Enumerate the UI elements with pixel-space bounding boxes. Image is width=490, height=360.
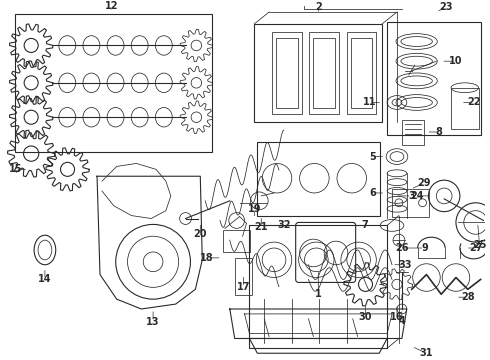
Bar: [223, 230, 250, 252]
Text: 19: 19: [247, 204, 261, 214]
Text: 9: 9: [421, 243, 428, 253]
Text: 7: 7: [361, 220, 368, 230]
Bar: [451, 88, 479, 129]
Bar: [249, 225, 387, 348]
Text: 27: 27: [469, 243, 482, 253]
Text: 12: 12: [105, 1, 119, 11]
Text: 28: 28: [461, 292, 475, 302]
Bar: [272, 32, 301, 114]
Text: 11: 11: [363, 98, 376, 108]
Text: 14: 14: [38, 274, 51, 284]
Text: 16: 16: [390, 312, 404, 322]
Bar: [235, 258, 252, 295]
Text: 24: 24: [410, 191, 423, 201]
Text: 15: 15: [9, 165, 22, 174]
Bar: [347, 32, 376, 114]
Text: 8: 8: [436, 127, 442, 137]
Text: 29: 29: [418, 178, 431, 188]
Text: 22: 22: [467, 98, 480, 108]
Text: 13: 13: [147, 317, 160, 327]
Bar: [402, 120, 423, 145]
Text: 17: 17: [237, 282, 250, 292]
Bar: [351, 37, 372, 108]
Text: 32: 32: [277, 220, 291, 230]
Text: 18: 18: [200, 253, 214, 263]
Bar: [257, 142, 380, 216]
Text: 5: 5: [369, 152, 376, 162]
Text: 23: 23: [440, 2, 453, 12]
Bar: [387, 22, 481, 135]
Text: 4: 4: [398, 316, 405, 326]
Text: 20: 20: [194, 229, 207, 239]
Text: 30: 30: [359, 312, 372, 322]
Bar: [392, 189, 429, 217]
Bar: [314, 37, 335, 108]
Bar: [276, 37, 297, 108]
Text: 21: 21: [254, 222, 268, 232]
Text: 2: 2: [315, 2, 321, 12]
Bar: [15, 14, 212, 152]
Bar: [310, 32, 339, 114]
Text: 33: 33: [398, 260, 412, 270]
Bar: [254, 24, 382, 122]
Text: 3: 3: [408, 191, 415, 201]
Text: 6: 6: [369, 188, 376, 198]
Text: 26: 26: [395, 243, 409, 253]
Text: 25: 25: [473, 240, 486, 250]
Text: 31: 31: [420, 348, 433, 358]
Text: 10: 10: [449, 56, 463, 66]
Text: 1: 1: [315, 289, 321, 299]
